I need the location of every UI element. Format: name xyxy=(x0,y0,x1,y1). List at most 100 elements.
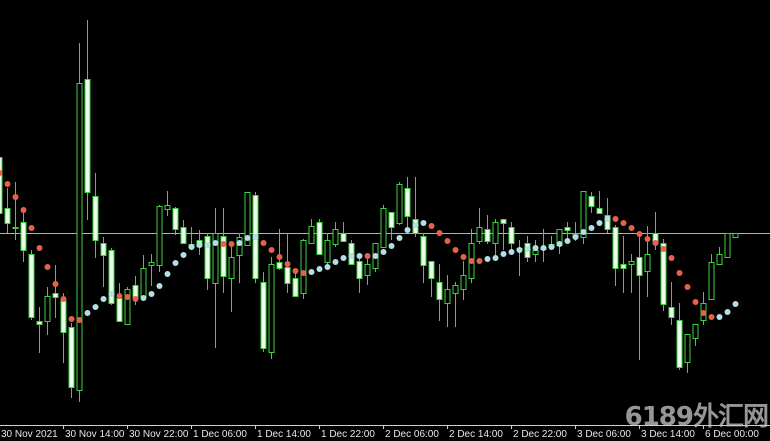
sar-dot-below xyxy=(156,283,163,289)
candle-bearish xyxy=(292,272,299,297)
candle-body xyxy=(620,264,627,269)
sar-dot-below xyxy=(204,242,211,248)
candle-body xyxy=(612,227,619,269)
candle-body xyxy=(428,261,435,279)
candle-body xyxy=(60,300,67,333)
candle-body xyxy=(436,282,443,300)
sar-dot-below xyxy=(532,245,539,251)
candle-bullish xyxy=(708,254,715,300)
candle-body xyxy=(116,298,123,322)
sar-dot-above xyxy=(708,314,715,320)
candle-bullish xyxy=(516,240,523,276)
candle-bullish xyxy=(476,208,483,244)
sar-dot-above xyxy=(428,223,435,229)
candle-bearish xyxy=(508,222,515,250)
candle-body xyxy=(140,268,147,297)
candle-body xyxy=(364,264,371,276)
candle-bearish xyxy=(596,191,603,214)
sar-dot-below xyxy=(148,291,155,297)
candle-bullish xyxy=(124,287,131,325)
candle-body xyxy=(284,267,291,284)
candle-bearish xyxy=(676,303,683,370)
sar-dot-above xyxy=(12,194,19,200)
sar-dot-below xyxy=(508,249,515,255)
sar-dot-below xyxy=(212,240,219,246)
sar-dot-above xyxy=(4,181,11,187)
sar-dot-below xyxy=(236,240,243,246)
candle-body xyxy=(340,233,347,242)
sar-dot-above xyxy=(220,241,227,247)
candle-body xyxy=(148,262,155,266)
candle-body xyxy=(36,321,43,325)
sar-dot-above xyxy=(44,264,51,270)
candle-bullish xyxy=(628,254,635,293)
candle-bullish xyxy=(692,324,699,346)
candle-bullish xyxy=(228,247,235,312)
candle-body xyxy=(708,262,715,300)
sar-dot-below xyxy=(164,271,171,277)
candle-body xyxy=(508,227,515,244)
candle-body xyxy=(332,229,339,245)
x-tick-label: 3 Dec 06:00 xyxy=(577,429,631,440)
sar-dot-below xyxy=(356,253,363,259)
candle-bearish xyxy=(52,265,59,318)
candle-body xyxy=(732,233,739,238)
sar-dot-above xyxy=(468,258,475,264)
candle-body xyxy=(420,236,427,266)
sar-dot-above xyxy=(52,281,59,287)
candle-body xyxy=(404,188,411,217)
sar-dot-below xyxy=(196,242,203,248)
candle-bearish xyxy=(428,261,435,297)
sar-dot-below xyxy=(332,259,339,265)
candle-bullish xyxy=(732,233,739,238)
sar-dot-above xyxy=(300,270,307,276)
candle-bullish xyxy=(700,292,707,325)
candle-body xyxy=(396,184,403,224)
candle-bearish xyxy=(36,307,43,353)
candle-body xyxy=(68,327,75,388)
candle-bearish xyxy=(20,213,27,262)
sar-dot-below xyxy=(492,255,499,261)
sar-dot-above xyxy=(20,207,27,213)
candle-body xyxy=(20,222,27,251)
candle-bullish xyxy=(380,205,387,248)
candle-bearish xyxy=(612,225,619,286)
x-tick-label: 30 Nov 2021 xyxy=(1,429,58,440)
candle-body xyxy=(44,296,51,322)
sar-dot-below xyxy=(172,260,179,266)
candle-body xyxy=(596,208,603,214)
sar-dot-above xyxy=(620,220,627,226)
candle-body xyxy=(660,243,667,305)
candle-bullish xyxy=(268,257,275,359)
sar-dot-above xyxy=(132,296,139,302)
candle-body xyxy=(452,285,459,294)
sar-dot-below xyxy=(604,216,611,222)
sar-dot-above xyxy=(284,261,291,267)
candle-bearish xyxy=(404,177,411,227)
sar-dot-below xyxy=(252,234,259,240)
candle-bearish xyxy=(356,256,363,293)
candle-bullish xyxy=(212,208,219,348)
candle-bullish xyxy=(468,229,475,283)
sar-dot-above xyxy=(476,258,483,264)
candle-body xyxy=(84,79,91,193)
sar-dot-above xyxy=(660,246,667,252)
sar-dot-below xyxy=(516,247,523,253)
candle-body xyxy=(636,257,643,276)
candle-bearish xyxy=(316,219,323,255)
candle-body xyxy=(388,212,395,228)
candle-bearish xyxy=(420,233,427,283)
candle-bullish xyxy=(452,282,459,327)
candle-body xyxy=(76,83,83,391)
candle-body xyxy=(156,206,163,266)
candle-body xyxy=(492,222,499,244)
candle-bullish xyxy=(300,239,307,299)
candle-body xyxy=(724,233,731,258)
candle-body xyxy=(212,233,219,284)
candle-bearish xyxy=(388,212,395,240)
candle-bullish xyxy=(444,275,451,327)
candle-body xyxy=(12,227,19,229)
sar-dot-above xyxy=(436,230,443,236)
